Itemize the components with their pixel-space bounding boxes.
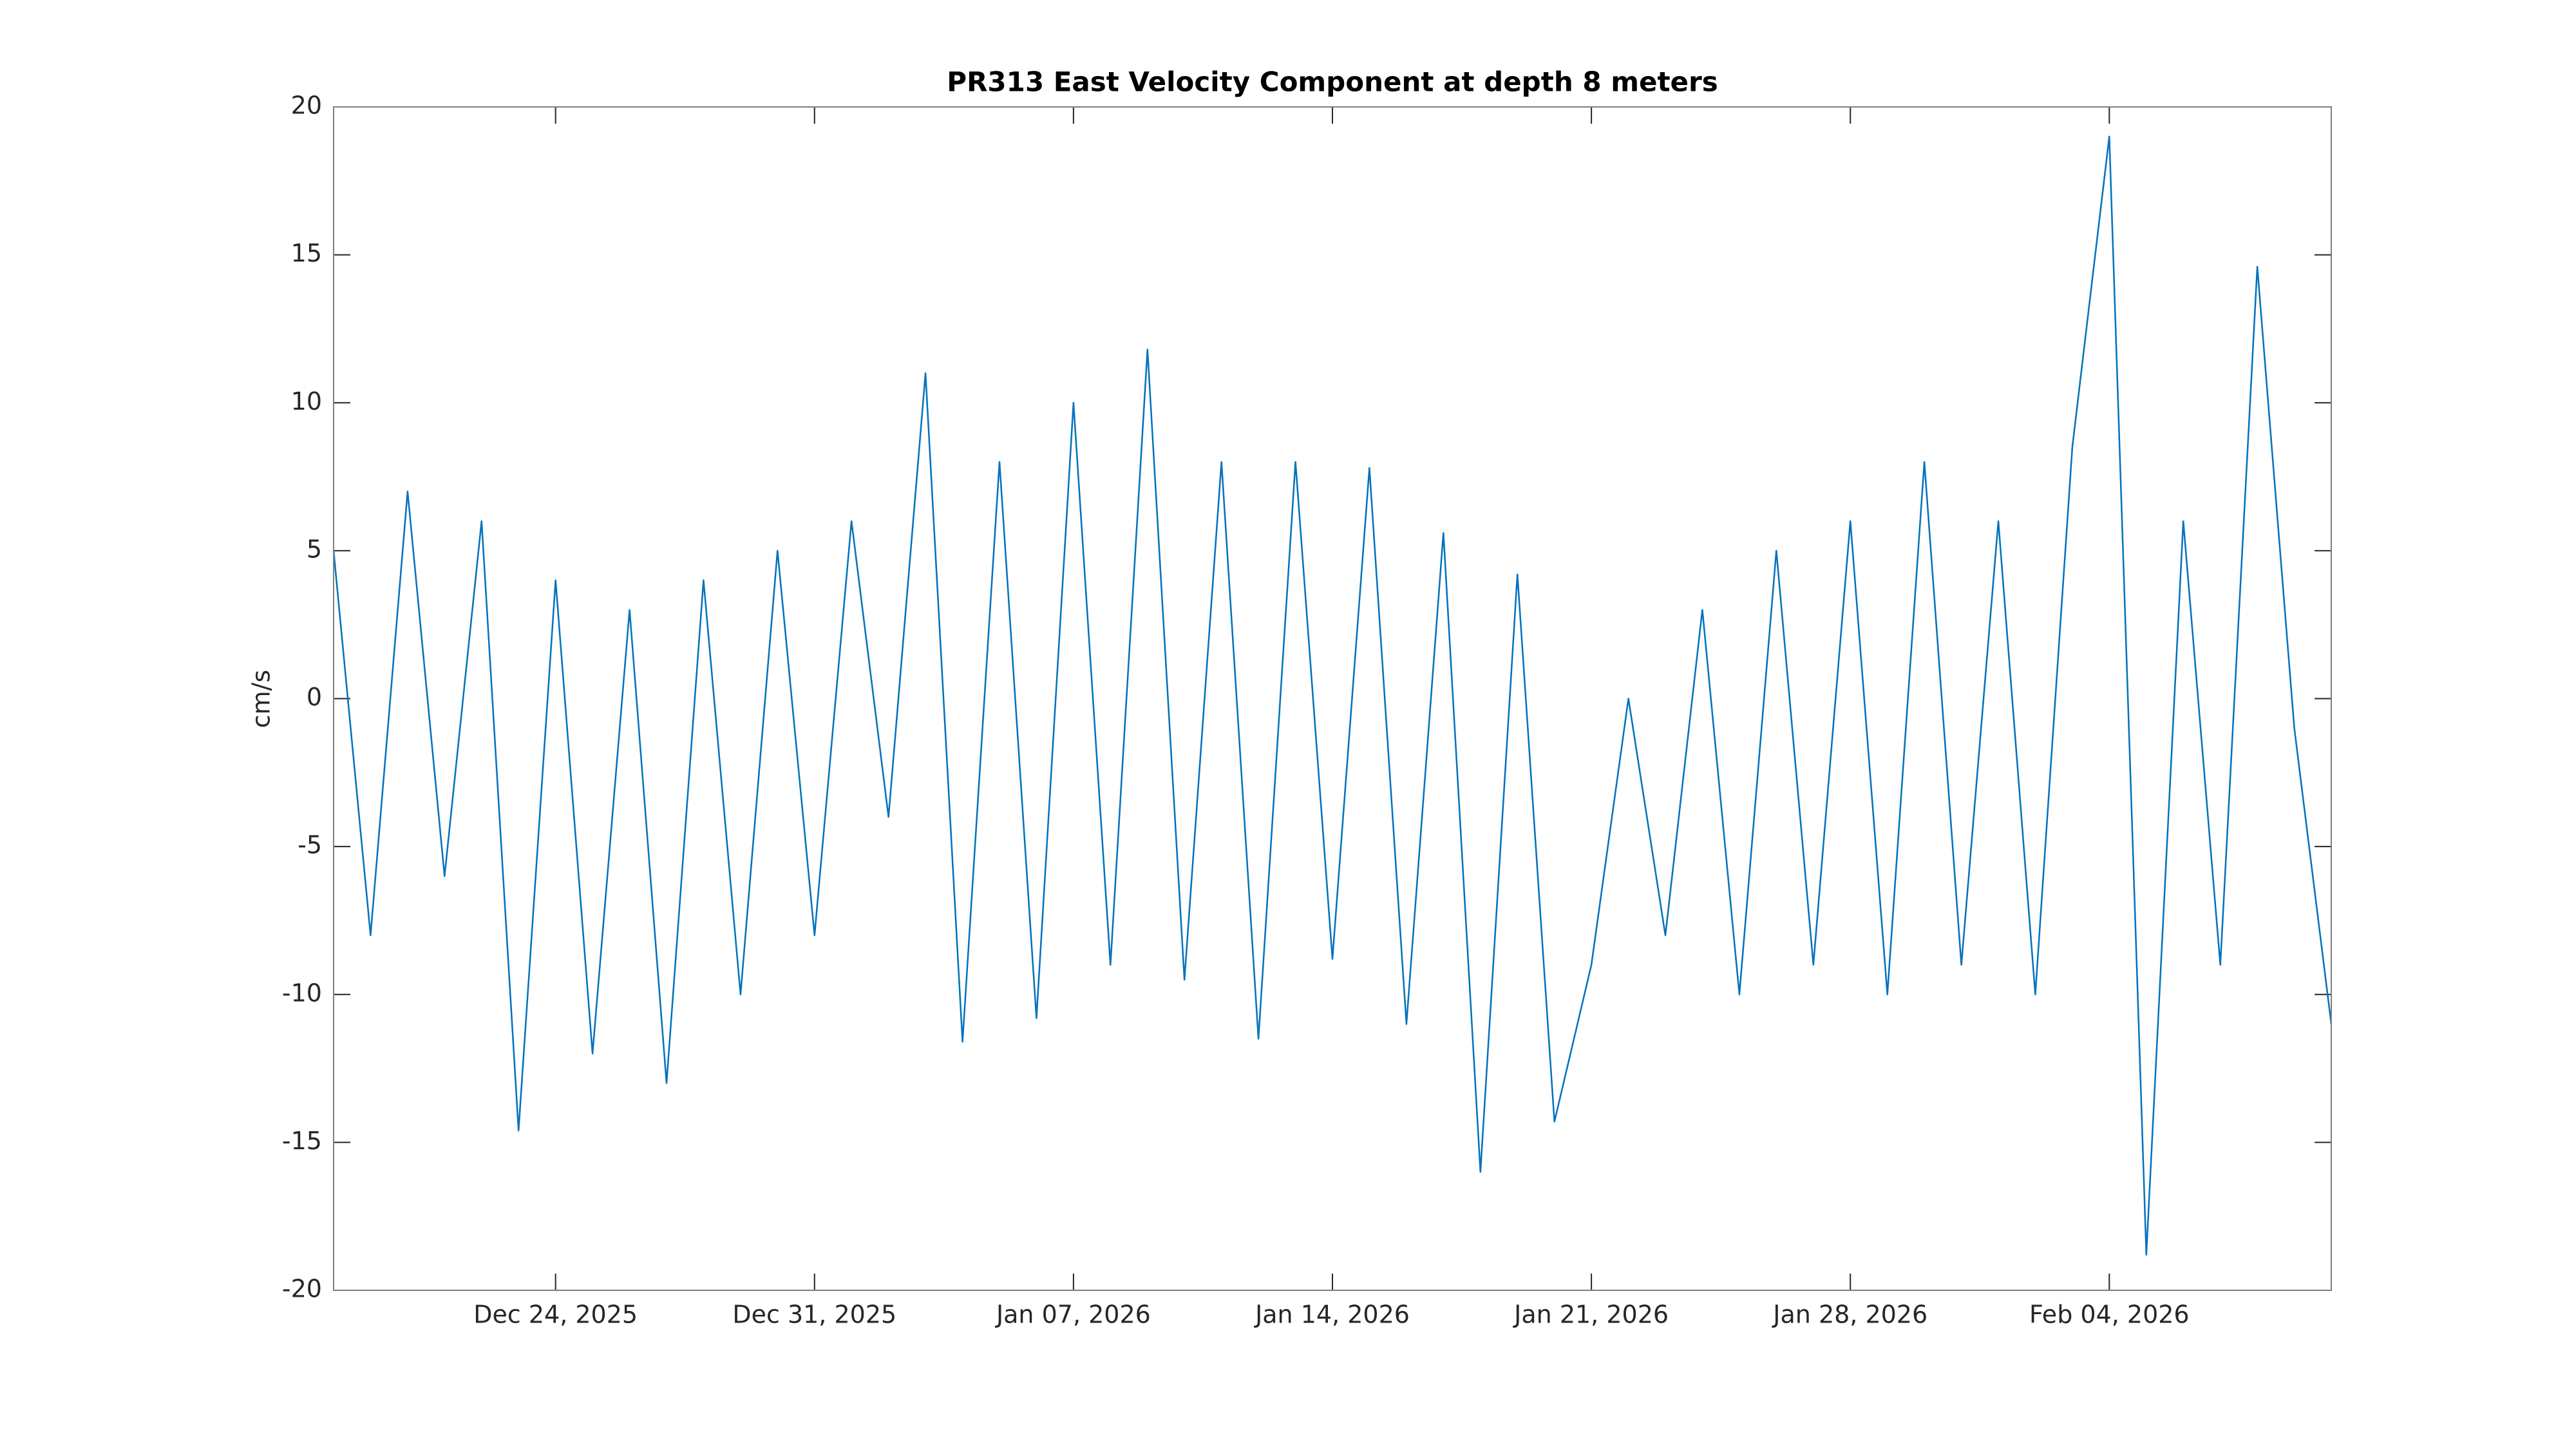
x-tick-label: Dec 31, 2025 — [732, 1301, 896, 1329]
y-tick-label: -15 — [282, 1127, 322, 1155]
y-tick-label: 5 — [307, 535, 322, 563]
x-tick-label: Dec 24, 2025 — [473, 1301, 638, 1329]
y-tick-label: -20 — [282, 1275, 322, 1303]
x-tick-label: Jan 21, 2026 — [1513, 1301, 1669, 1329]
y-tick-label: 20 — [291, 91, 322, 120]
plot-frame — [333, 106, 2332, 1291]
y-tick-label: 15 — [291, 239, 322, 267]
x-tick-label: Jan 07, 2026 — [995, 1301, 1151, 1329]
x-tick-label: Feb 04, 2026 — [2029, 1301, 2190, 1329]
y-tick-label: -5 — [298, 831, 322, 859]
chart-title: PR313 East Velocity Component at depth 8… — [947, 66, 1718, 98]
y-tick-label: 0 — [307, 683, 322, 711]
y-tick-label: 10 — [291, 387, 322, 416]
x-tick-label: Jan 14, 2026 — [1254, 1301, 1410, 1329]
x-tick-label: Jan 28, 2026 — [1772, 1301, 1927, 1329]
y-axis-label: cm/s — [247, 670, 276, 729]
data-line — [332, 135, 2333, 1256]
y-tick-label: -10 — [282, 979, 322, 1007]
